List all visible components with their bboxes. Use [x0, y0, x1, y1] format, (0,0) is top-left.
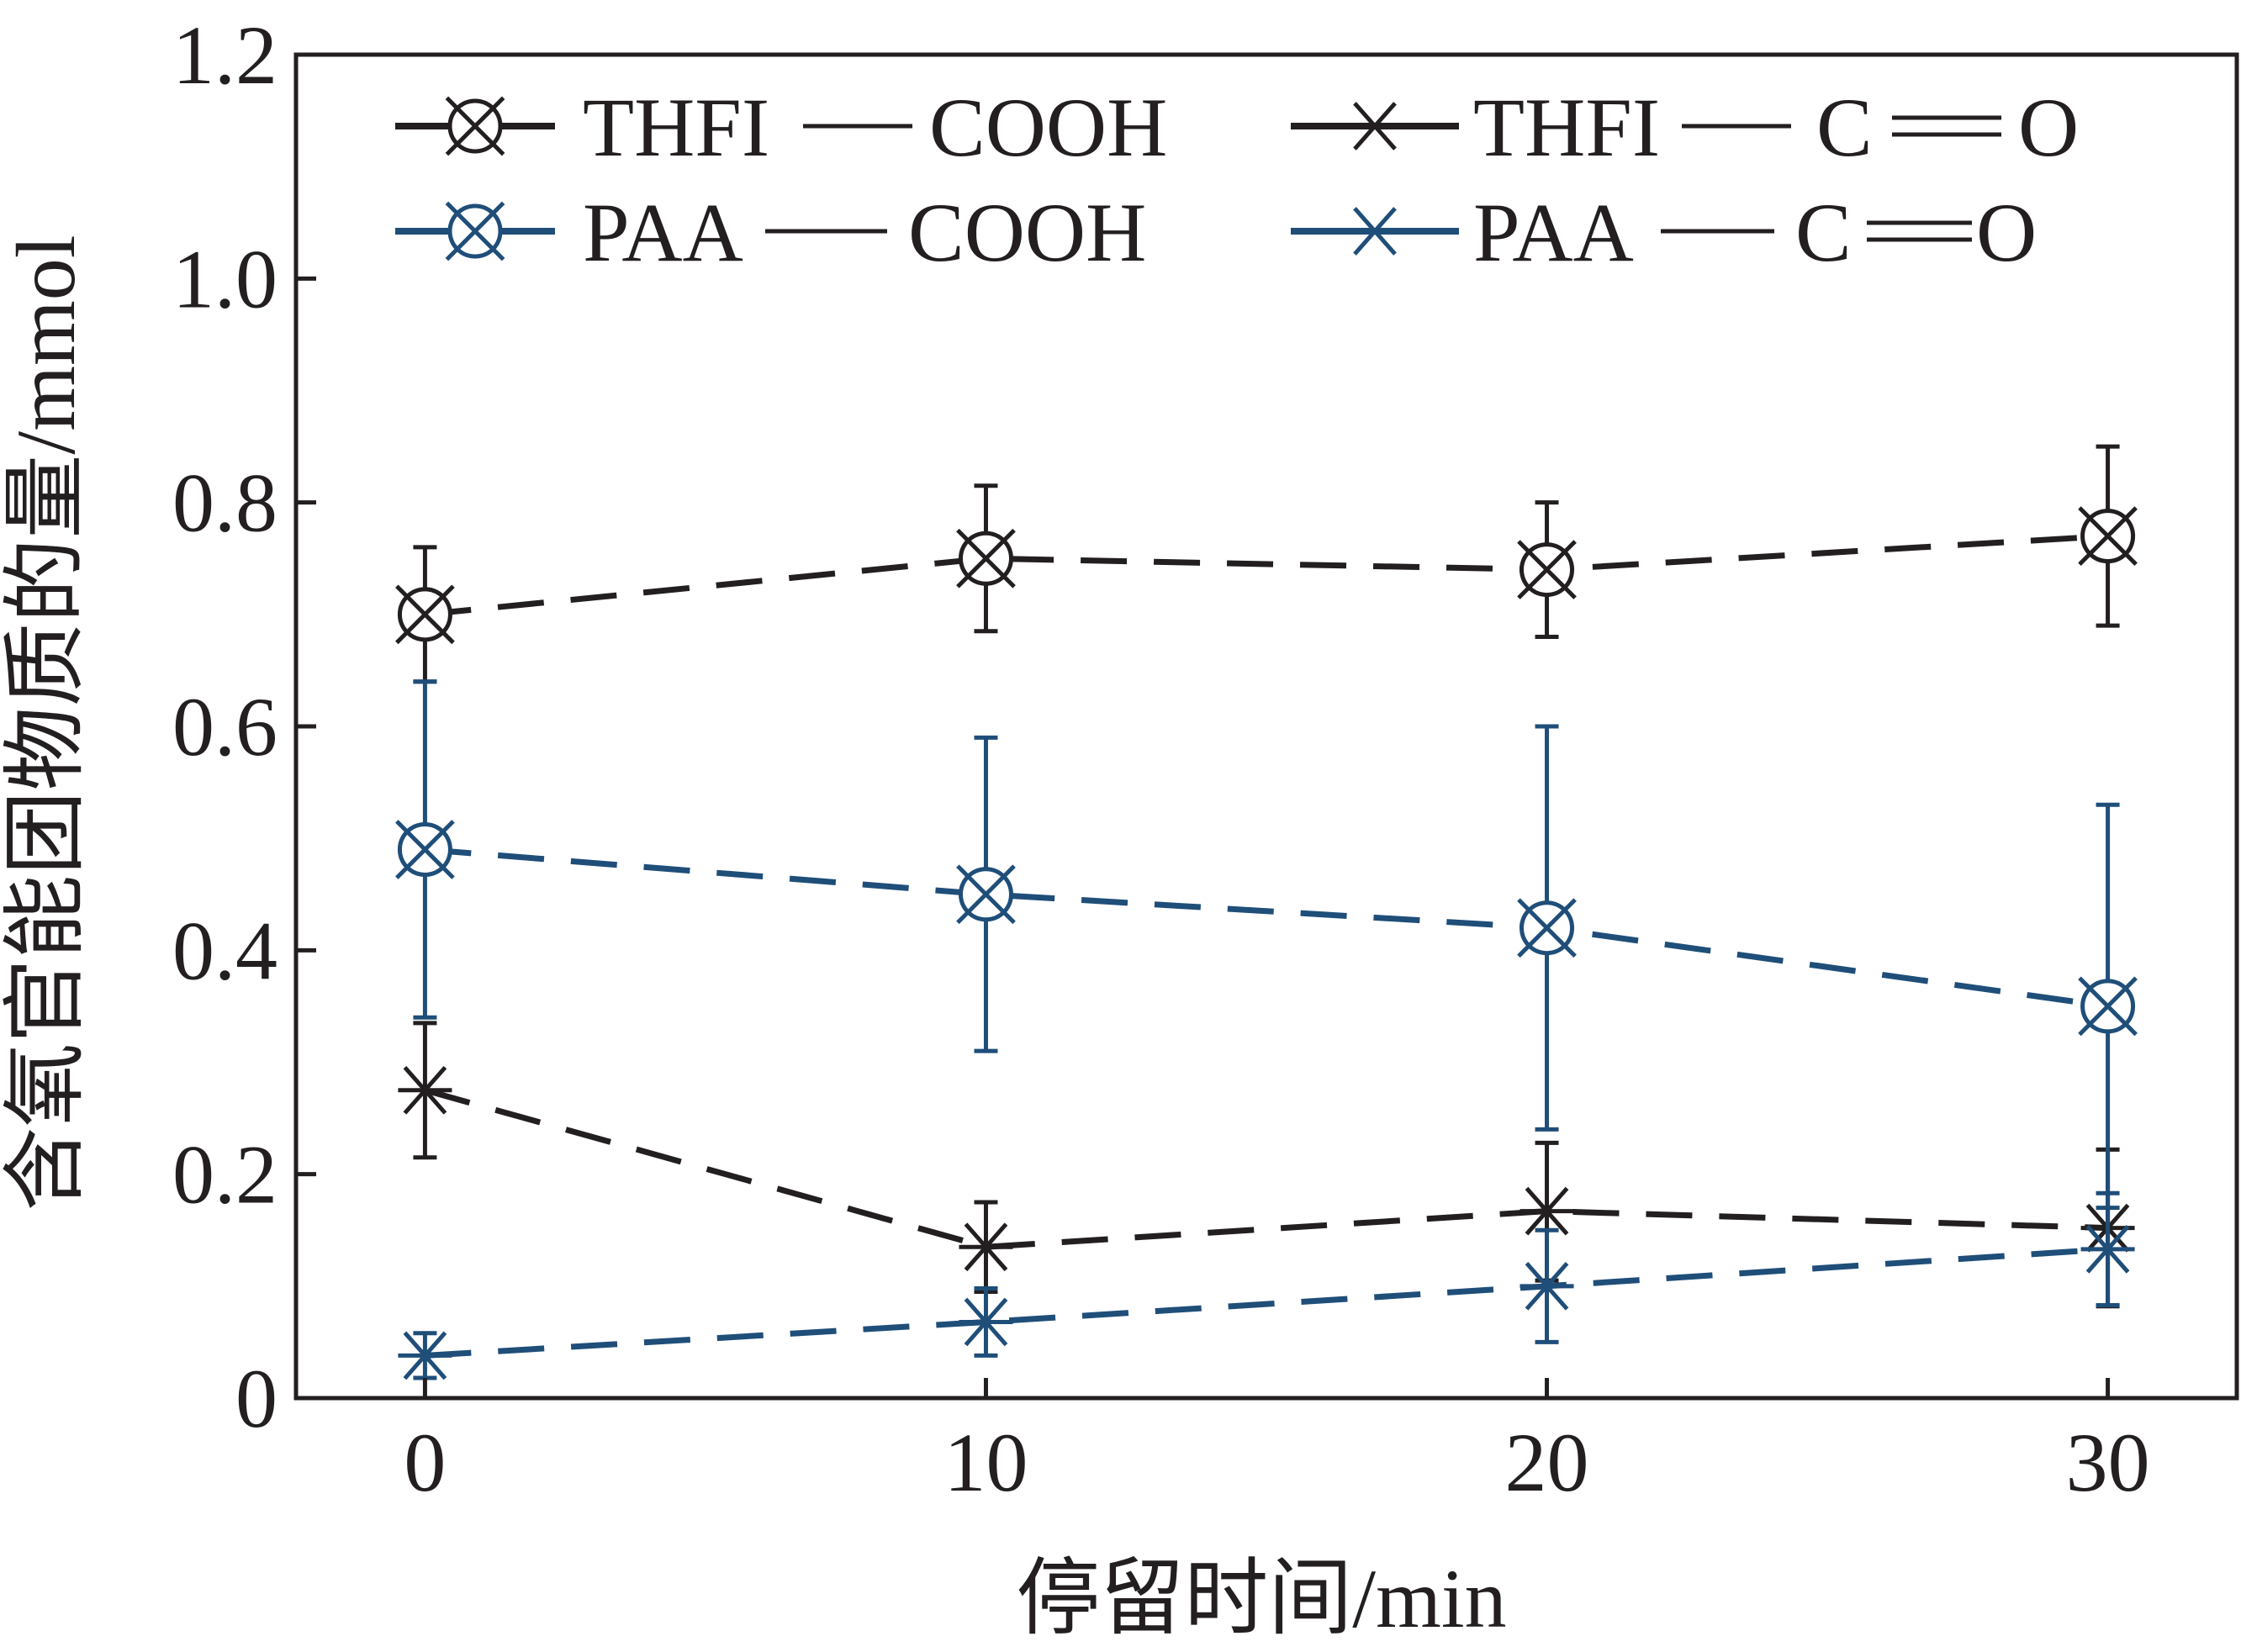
- asterisk-marker: [398, 1065, 452, 1115]
- asterisk-marker: [398, 1331, 452, 1380]
- legend-label-part: THFI: [583, 81, 769, 174]
- legend-label-part: COOH: [908, 186, 1146, 279]
- series-0: [395, 444, 2138, 684]
- marker-cross: [1517, 540, 1577, 599]
- legend-item-thfi-co: THFI C O: [1291, 81, 2079, 174]
- asterisk-marker: [1520, 1186, 1574, 1236]
- y-tick-label: 0.2: [172, 1128, 277, 1222]
- y-tick-label: 0: [235, 1352, 277, 1445]
- circle-x-marker: [2078, 976, 2138, 1037]
- y-tick-label: 1.2: [172, 8, 277, 102]
- legend-label-part: PAA: [1473, 186, 1634, 279]
- circle-x-marker: [956, 864, 1016, 925]
- asterisk-marker: [959, 1297, 1013, 1347]
- y-tick-label: 0.4: [172, 904, 277, 997]
- legend-label-part: THFI: [1473, 81, 1660, 174]
- marker-cross: [445, 96, 505, 156]
- legend-item-paa-co: PAA C O: [1291, 186, 2037, 279]
- legend-label-part: COOH: [929, 81, 1167, 174]
- series-line: [424, 1087, 2108, 1250]
- marker-stroke: [403, 1331, 447, 1380]
- legend-item-thfi-cooh: THFI COOH: [395, 81, 1167, 174]
- legend-asterisk-icon: [1348, 207, 1402, 256]
- legend-circle-x-icon: [445, 96, 505, 156]
- legend-asterisk-icon: [1348, 102, 1402, 150]
- x-tick-label: 30: [2066, 1416, 2150, 1509]
- marker-cross: [956, 528, 1016, 588]
- legend-label-part: O: [1976, 186, 2037, 279]
- legend-label-part: O: [2018, 81, 2079, 174]
- asterisk-marker: [959, 1222, 1013, 1272]
- marker-cross: [956, 864, 1016, 925]
- series-line: [425, 846, 2109, 1010]
- circle-x-marker: [1517, 898, 1577, 958]
- marker-stroke: [964, 1222, 1008, 1272]
- circle-x-marker: [395, 584, 455, 645]
- marker-cross: [1517, 898, 1577, 958]
- legend-circle-x-icon: [445, 201, 505, 261]
- marker-stroke: [1525, 1261, 1569, 1311]
- asterisk-marker: [1520, 1261, 1574, 1311]
- marker-stroke: [1353, 102, 1397, 150]
- legend: THFI COOH THFI C O PAA COOH PAA: [395, 81, 2079, 279]
- circle-x-marker: [395, 820, 455, 879]
- marker-stroke: [1525, 1186, 1569, 1236]
- axes: 0 0.2 0.4 0.6 0.8 1.0 1.2 0 10 20 30: [172, 8, 2239, 1509]
- asterisk-marker: [1348, 207, 1402, 256]
- circle-x-marker: [2078, 506, 2138, 566]
- marker-stroke: [964, 1297, 1008, 1347]
- x-tick-label: 20: [1505, 1416, 1589, 1509]
- series-3: [398, 1190, 2135, 1380]
- marker-cross: [445, 201, 505, 261]
- marker-stroke: [403, 1065, 447, 1115]
- asterisk-marker: [1348, 102, 1402, 150]
- x-axis-title: 停留时间/min: [1016, 1552, 1506, 1645]
- plot-area: [395, 444, 2138, 1380]
- x-tick-label: 0: [404, 1416, 446, 1509]
- legend-label-part: C: [1795, 186, 1852, 279]
- legend-label-part: PAA: [583, 186, 743, 279]
- marker-cross: [2078, 976, 2138, 1037]
- y-tick-label: 0.8: [172, 457, 277, 550]
- series-1: [398, 1021, 2135, 1309]
- circle-x-marker: [445, 201, 505, 261]
- legend-item-paa-cooh: PAA COOH: [395, 186, 1146, 279]
- x-tick-label: 10: [943, 1416, 1028, 1509]
- legend-label-part: C: [1816, 81, 1873, 174]
- y-tick-label: 0.6: [172, 680, 277, 773]
- series-2: [395, 679, 2138, 1211]
- series-line: [425, 533, 2108, 618]
- series-line: [425, 1246, 2108, 1359]
- marker-cross: [2078, 506, 2138, 566]
- marker-cross: [395, 584, 455, 645]
- y-tick-label: 1.0: [172, 232, 277, 325]
- marker-cross: [395, 820, 455, 879]
- circle-x-marker: [1517, 540, 1577, 599]
- marker-stroke: [1353, 207, 1397, 256]
- marker-stroke: [2085, 1225, 2130, 1274]
- circle-x-marker: [445, 96, 505, 156]
- circle-x-marker: [956, 528, 1016, 588]
- asterisk-marker: [2080, 1225, 2135, 1274]
- y-axis-title: 含氧官能团物质的量/mmol: [0, 235, 92, 1211]
